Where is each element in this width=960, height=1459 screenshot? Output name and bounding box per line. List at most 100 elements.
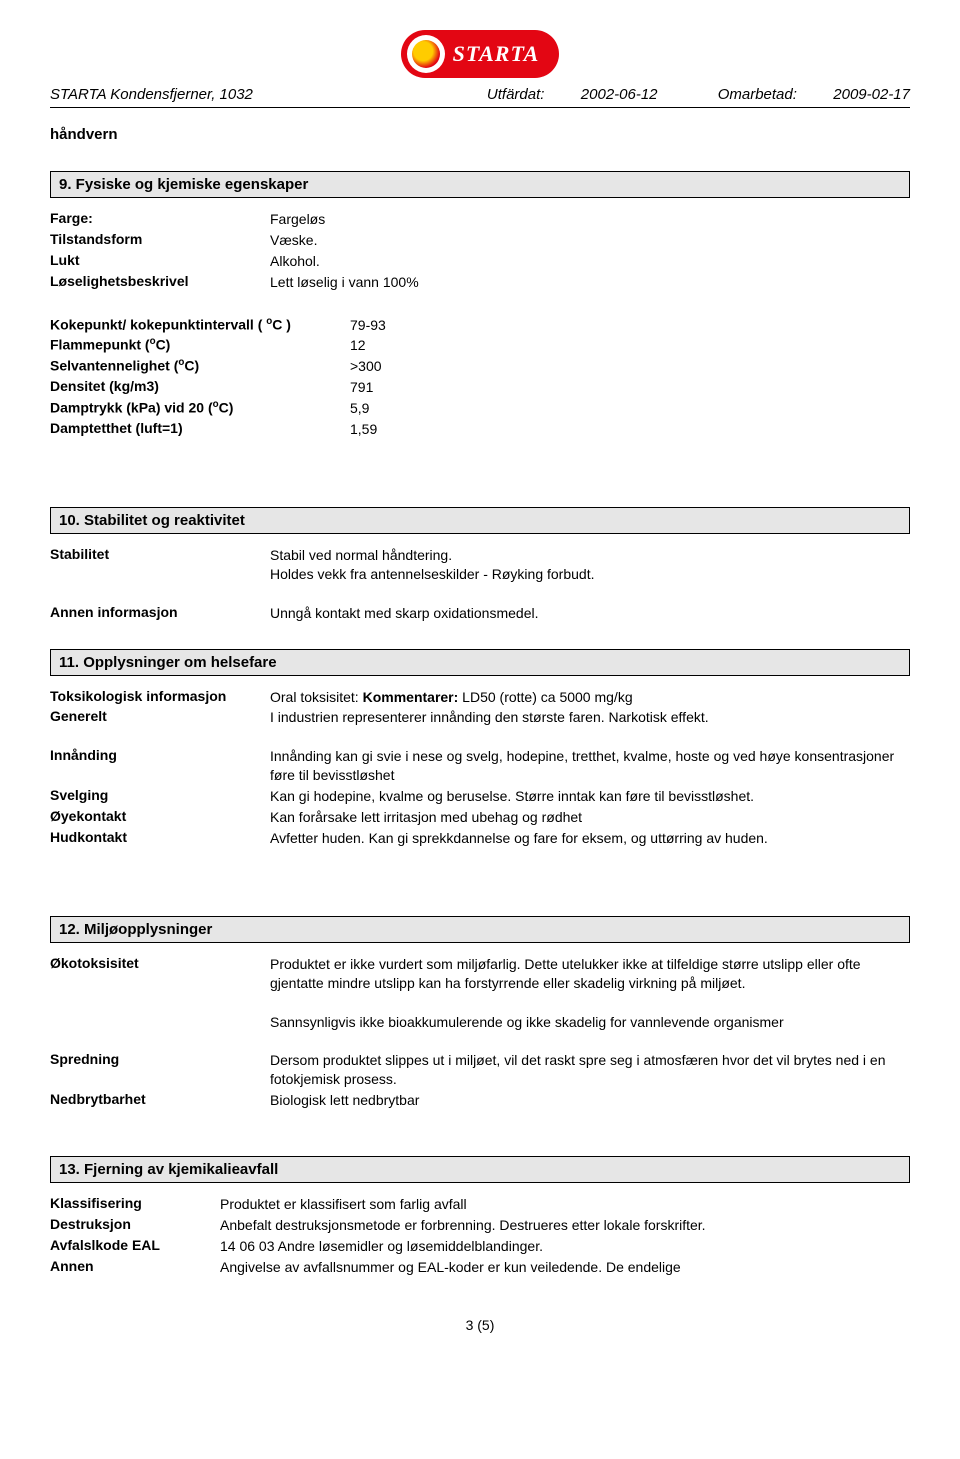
section-11-body: Toksikologisk informasjonOral toksisitet… [50, 688, 910, 848]
property-value: Angivelse av avfallsnummer og EAL-koder … [220, 1258, 910, 1277]
property-value: Anbefalt destruksjonsmetode er forbrenni… [220, 1216, 910, 1235]
logo-container: STARTA [50, 30, 910, 78]
property-label: Toksikologisk informasjon [50, 688, 270, 707]
property-label: Øyekontakt [50, 808, 270, 827]
section-13-body: KlassifiseringProduktet er klassifisert … [50, 1195, 910, 1277]
property-value: 5,9 [350, 399, 910, 418]
property-label: Løselighetsbeskrivel [50, 273, 270, 292]
property-row: AnnenAngivelse av avfallsnummer og EAL-k… [50, 1258, 910, 1277]
property-row: Damptrykk (kPa) vid 20 (oC)5,9 [50, 399, 910, 418]
property-label: Selvantennelighet (oC) [50, 357, 350, 376]
property-value: Produktet er ikke vurdert som miljøfarli… [270, 955, 910, 993]
section-9-props-1: Farge:FargeløsTilstandsformVæske.LuktAlk… [50, 210, 910, 292]
property-row: Flammepunkt (oC)12 [50, 336, 910, 355]
property-row: Damptetthet (luft=1)1,59 [50, 420, 910, 439]
property-row: LuktAlkohol. [50, 252, 910, 271]
property-label: Kokepunkt/ kokepunktintervall ( oC ) [50, 316, 350, 335]
property-row: StabilitetStabil ved normal håndtering.H… [50, 546, 910, 584]
logo-swirl-icon [407, 35, 445, 73]
property-value: Stabil ved normal håndtering.Holdes vekk… [270, 546, 910, 584]
property-label: Lukt [50, 252, 270, 271]
property-row: Toksikologisk informasjonOral toksisitet… [50, 688, 910, 707]
property-value: Avfetter huden. Kan gi sprekkdannelse og… [270, 829, 910, 848]
property-row: Annen informasjonUnngå kontakt med skarp… [50, 604, 910, 623]
section-12-title: 12. Miljøopplysninger [50, 916, 910, 943]
property-value: Biologisk lett nedbrytbar [270, 1091, 910, 1110]
property-label: Spredning [50, 1051, 270, 1089]
property-row: HudkontaktAvfetter huden. Kan gi sprekkd… [50, 829, 910, 848]
property-row: LøselighetsbeskrivelLett løselig i vann … [50, 273, 910, 292]
property-value: Produktet er klassifisert som farlig avf… [220, 1195, 910, 1214]
section-13-title: 13. Fjerning av kjemikalieavfall [50, 1156, 910, 1183]
property-label: Destruksjon [50, 1216, 220, 1235]
property-row: Kokepunkt/ kokepunktintervall ( oC )79-9… [50, 316, 910, 335]
property-value: 12 [350, 336, 910, 355]
property-value: Væske. [270, 231, 910, 250]
revised-label: Omarbetad: [718, 86, 797, 103]
property-value: Innånding kan gi svie i nese og svelg, h… [270, 747, 910, 785]
product-name: STARTA Kondensfjerner, 1032 [50, 86, 253, 103]
issued-date: 2002-06-12 [581, 86, 658, 103]
section-10-body: StabilitetStabil ved normal håndtering.H… [50, 546, 910, 623]
property-value: Dersom produktet slippes ut i miljøet, v… [270, 1051, 910, 1089]
property-label [50, 1013, 270, 1032]
property-row: SpredningDersom produktet slippes ut i m… [50, 1051, 910, 1089]
property-value: Unngå kontakt med skarp oxidationsmedel. [270, 604, 910, 623]
property-row: InnåndingInnånding kan gi svie i nese og… [50, 747, 910, 785]
property-value: Lett løselig i vann 100% [270, 273, 910, 292]
property-label: Annen [50, 1258, 220, 1277]
property-row: TilstandsformVæske. [50, 231, 910, 250]
brand-logo: STARTA [401, 30, 560, 78]
brand-name: STARTA [453, 41, 540, 67]
header-dates: Utfärdat: 2002-06-12 Omarbetad: 2009-02-… [431, 86, 910, 103]
revised-date: 2009-02-17 [833, 86, 910, 103]
property-label: Tilstandsform [50, 231, 270, 250]
property-label: Damptetthet (luft=1) [50, 420, 350, 439]
property-row: Selvantennelighet (oC)>300 [50, 357, 910, 376]
document-header: STARTA Kondensfjerner, 1032 Utfärdat: 20… [50, 86, 910, 108]
property-label: Svelging [50, 787, 270, 806]
property-row: GenereltI industrien representerer innån… [50, 708, 910, 727]
property-label: Økotoksisitet [50, 955, 270, 993]
property-value: Kan gi hodepine, kvalme og beruselse. St… [270, 787, 910, 806]
property-value: 791 [350, 378, 910, 397]
property-label: Stabilitet [50, 546, 270, 584]
property-label: Hudkontakt [50, 829, 270, 848]
property-value: Fargeløs [270, 210, 910, 229]
property-label: Klassifisering [50, 1195, 220, 1214]
property-row: DestruksjonAnbefalt destruksjonsmetode e… [50, 1216, 910, 1235]
property-label: Farge: [50, 210, 270, 229]
property-value: Kan forårsake lett irritasjon med ubehag… [270, 808, 910, 827]
property-label: Nedbrytbarhet [50, 1091, 270, 1110]
pre-section-text: håndvern [50, 126, 910, 143]
property-label: Annen informasjon [50, 604, 270, 623]
page-footer: 3 (5) [50, 1317, 910, 1333]
property-row: Farge:Fargeløs [50, 210, 910, 229]
property-row: ØkotoksisitetProduktet er ikke vurdert s… [50, 955, 910, 993]
property-row: Densitet (kg/m3)791 [50, 378, 910, 397]
property-row: ØyekontaktKan forårsake lett irritasjon … [50, 808, 910, 827]
property-row: NedbrytbarhetBiologisk lett nedbrytbar [50, 1091, 910, 1110]
issued-label: Utfärdat: [487, 86, 545, 103]
property-row: SvelgingKan gi hodepine, kvalme og berus… [50, 787, 910, 806]
property-value: 1,59 [350, 420, 910, 439]
property-row: Avfalslkode EAL14 06 03 Andre løsemidler… [50, 1237, 910, 1256]
property-value: Sannsynligvis ikke bioakkumulerende og i… [270, 1013, 910, 1032]
property-row: KlassifiseringProduktet er klassifisert … [50, 1195, 910, 1214]
property-label: Densitet (kg/m3) [50, 378, 350, 397]
property-label: Avfalslkode EAL [50, 1237, 220, 1256]
property-label: Flammepunkt (oC) [50, 336, 350, 355]
property-value: 14 06 03 Andre løsemidler og løsemiddelb… [220, 1237, 910, 1256]
property-value: Alkohol. [270, 252, 910, 271]
property-value: Oral toksisitet: Kommentarer: LD50 (rott… [270, 688, 910, 707]
section-11-title: 11. Opplysninger om helsefare [50, 649, 910, 676]
property-label: Generelt [50, 708, 270, 727]
section-9-props-2: Kokepunkt/ kokepunktintervall ( oC )79-9… [50, 316, 910, 439]
section-12-body: ØkotoksisitetProduktet er ikke vurdert s… [50, 955, 910, 1110]
property-label: Innånding [50, 747, 270, 785]
property-value: >300 [350, 357, 910, 376]
section-9-title: 9. Fysiske og kjemiske egenskaper [50, 171, 910, 198]
property-value: I industrien representerer innånding den… [270, 708, 910, 727]
property-row: Sannsynligvis ikke bioakkumulerende og i… [50, 1013, 910, 1032]
section-10-title: 10. Stabilitet og reaktivitet [50, 507, 910, 534]
